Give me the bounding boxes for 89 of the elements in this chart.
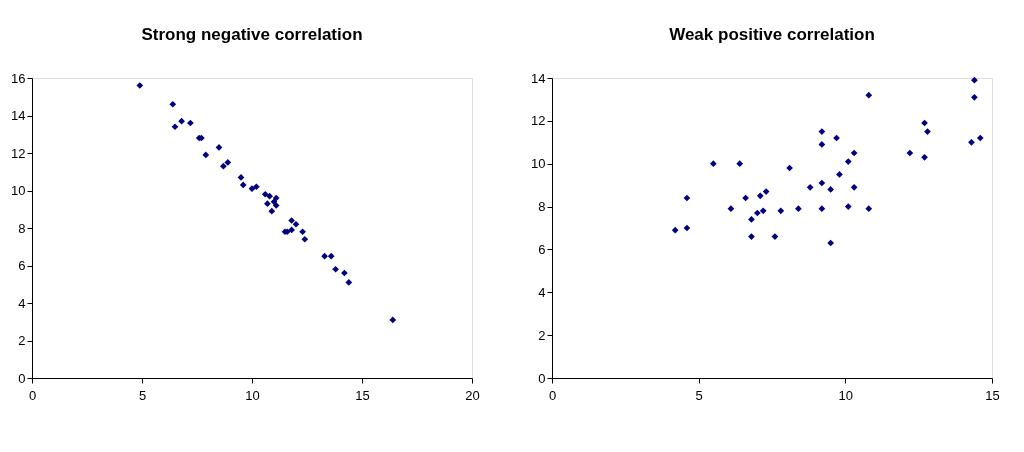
y-tick-label: 6 xyxy=(18,258,26,273)
point xyxy=(239,181,247,189)
point xyxy=(171,123,179,131)
point xyxy=(806,183,814,191)
point xyxy=(865,91,873,99)
point xyxy=(272,194,280,202)
point xyxy=(906,149,914,157)
point xyxy=(818,141,826,148)
point xyxy=(178,117,185,125)
x-tick-label: 5 xyxy=(138,387,147,403)
point xyxy=(771,233,779,240)
point xyxy=(301,235,309,243)
point xyxy=(202,151,210,159)
point xyxy=(818,205,826,213)
point xyxy=(971,76,978,84)
x-tick-label: 10 xyxy=(245,387,260,403)
y-tick-label: 14 xyxy=(531,70,546,86)
point xyxy=(762,188,770,195)
point xyxy=(683,224,691,232)
y-tick-label: 12 xyxy=(11,145,26,161)
y-tick-label: 12 xyxy=(531,113,546,129)
x-tick-label: 20 xyxy=(465,387,480,403)
point xyxy=(683,194,691,202)
chart-title: Weak positive correlation xyxy=(669,25,875,44)
y-tick-label: 10 xyxy=(11,183,26,198)
point xyxy=(844,203,852,210)
point xyxy=(844,158,852,165)
point xyxy=(299,228,306,236)
point xyxy=(288,226,295,234)
y-tick-label: 2 xyxy=(18,333,26,348)
y-tick-label: 4 xyxy=(538,284,546,300)
point xyxy=(264,200,271,207)
point xyxy=(827,186,835,193)
y-tick-label: 6 xyxy=(538,241,546,257)
x-tick-label: 15 xyxy=(355,387,370,403)
point xyxy=(924,128,931,135)
point xyxy=(818,128,826,135)
point xyxy=(136,82,144,89)
point xyxy=(818,179,826,187)
point xyxy=(671,226,679,234)
point xyxy=(777,207,785,215)
point xyxy=(976,134,984,142)
point xyxy=(169,100,177,108)
point xyxy=(266,192,273,200)
point xyxy=(261,190,269,198)
point xyxy=(865,205,873,213)
point xyxy=(224,159,232,166)
point xyxy=(709,160,717,168)
x-tick-label: 5 xyxy=(695,387,703,403)
y-tick-label: 4 xyxy=(18,295,26,311)
chart-title: Strong negative correlation xyxy=(141,25,363,44)
point xyxy=(253,183,260,191)
point xyxy=(753,209,761,217)
y-tick-label: 10 xyxy=(531,156,546,172)
point xyxy=(292,220,300,228)
point xyxy=(220,162,227,170)
point xyxy=(332,265,339,273)
point xyxy=(268,207,276,215)
point xyxy=(850,149,858,157)
y-tick-label: 8 xyxy=(18,220,26,236)
y-tick-label: 2 xyxy=(538,327,546,343)
y-tick-label: 0 xyxy=(538,370,546,386)
point xyxy=(727,205,735,213)
point xyxy=(759,207,767,215)
point xyxy=(345,279,353,286)
point xyxy=(288,217,295,224)
y-tick-label: 0 xyxy=(18,370,26,386)
point xyxy=(736,160,744,168)
point xyxy=(795,205,802,213)
point xyxy=(827,239,835,247)
x-tick-label: 10 xyxy=(838,387,854,403)
point xyxy=(321,252,328,260)
x-tick-label: 0 xyxy=(548,387,557,403)
point xyxy=(748,216,755,223)
point xyxy=(272,202,280,209)
point xyxy=(327,252,335,260)
point xyxy=(921,153,928,161)
point xyxy=(756,192,764,200)
x-tick-label: 15 xyxy=(985,387,1000,403)
y-tick-label: 16 xyxy=(11,70,26,86)
y-tick-label: 8 xyxy=(538,199,546,215)
y-tick-label: 14 xyxy=(11,108,26,123)
point xyxy=(971,93,978,101)
point xyxy=(850,183,858,191)
point xyxy=(389,316,397,324)
x-tick-label: 0 xyxy=(28,387,37,403)
point xyxy=(836,171,843,178)
point xyxy=(748,233,755,240)
point xyxy=(968,138,975,146)
